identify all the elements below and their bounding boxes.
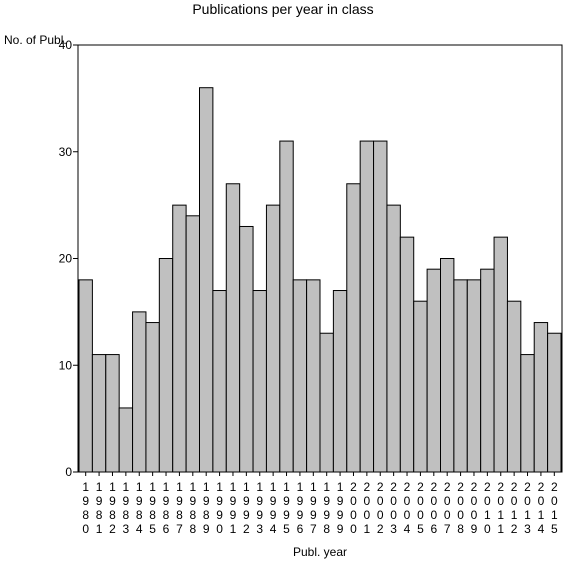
bar-2009 (466, 279, 482, 473)
bar-2010 (480, 268, 495, 473)
bar-1985 (145, 322, 160, 473)
bar-2012 (506, 300, 522, 473)
bar-1982 (105, 354, 120, 473)
bar-2005 (413, 300, 428, 473)
plot-frame (77, 44, 563, 473)
bar-2011 (493, 236, 508, 473)
bar-2007 (440, 258, 455, 473)
bar-1986 (158, 258, 174, 473)
bar-1991 (225, 183, 241, 473)
bar-1988 (185, 215, 201, 473)
bar-2006 (426, 268, 441, 473)
bar-1987 (172, 204, 187, 473)
y-tick-label: 40 (59, 38, 73, 52)
y-tick-label: 10 (59, 358, 73, 372)
bar-2004 (399, 236, 415, 473)
x-axis-label: Publ. year (293, 545, 347, 559)
bar-2001 (359, 140, 375, 473)
bar-1999 (332, 290, 348, 473)
bar-1997 (306, 279, 321, 473)
y-tick-label: 30 (59, 145, 73, 159)
y-axis-label: No. of Publ. (4, 33, 67, 47)
y-axis-ticks: 0 10 20 30 40 (59, 38, 78, 479)
bar-2002 (373, 140, 388, 473)
chart-title: Publications per year in class (192, 1, 373, 17)
bar-1981 (91, 354, 107, 473)
bar-1990 (212, 290, 227, 473)
bar-1993 (252, 290, 267, 473)
bar-2015 (547, 332, 562, 473)
bar-1984 (132, 311, 147, 473)
y-tick-label: 0 (65, 465, 72, 479)
bar-1994 (265, 204, 281, 473)
x-axis-ticks: 1 9 8 0 1 9 8 1 1 9 8 2 1 9 8 3 1 9 8 4 1 9 8 5 1 9 8 6 1 9 8 7 1 9 8 8 1 9 8 9… (82, 472, 558, 536)
bar-1992 (239, 225, 254, 473)
bar-2008 (453, 279, 468, 473)
bar-1995 (279, 140, 294, 473)
bar-2014 (533, 322, 549, 473)
bar-2003 (386, 204, 401, 473)
bar-1983 (118, 407, 134, 473)
y-tick-label: 20 (59, 252, 73, 266)
bars-group (78, 87, 562, 473)
bar-1998 (319, 332, 334, 473)
bar-1996 (292, 279, 308, 473)
bar-2013 (520, 354, 535, 473)
bar-1989 (199, 87, 214, 473)
bar-1980 (78, 279, 93, 473)
bar-2000 (346, 183, 361, 473)
